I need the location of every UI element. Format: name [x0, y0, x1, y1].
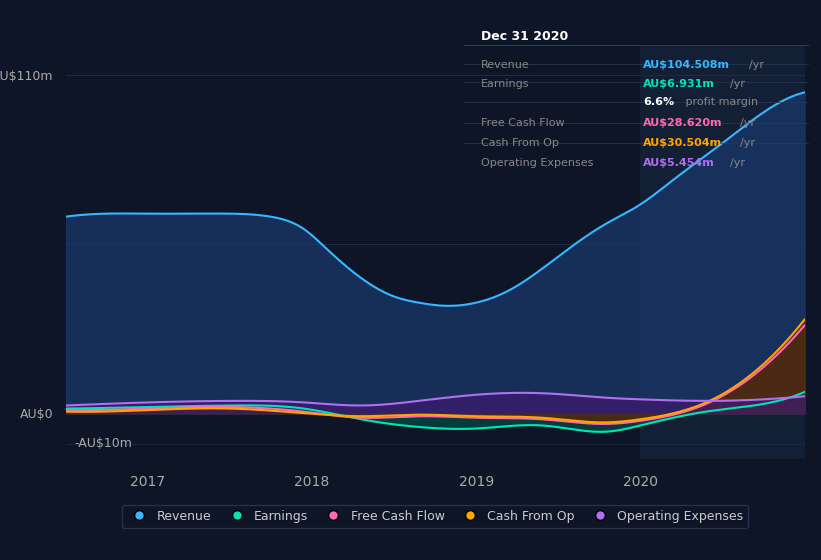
Text: AU$5.454m: AU$5.454m — [643, 158, 715, 168]
Text: Earnings: Earnings — [481, 79, 530, 89]
Text: AU$104.508m: AU$104.508m — [643, 60, 730, 71]
Legend: Revenue, Earnings, Free Cash Flow, Cash From Op, Operating Expenses: Revenue, Earnings, Free Cash Flow, Cash … — [122, 505, 749, 528]
Text: AU$30.504m: AU$30.504m — [643, 138, 722, 148]
Text: /yr: /yr — [740, 138, 754, 148]
Text: 6.6%: 6.6% — [643, 97, 674, 108]
Text: Dec 31 2020: Dec 31 2020 — [481, 30, 568, 43]
Text: Revenue: Revenue — [481, 60, 530, 71]
Text: Operating Expenses: Operating Expenses — [481, 158, 594, 168]
Text: AU$28.620m: AU$28.620m — [643, 118, 722, 128]
Bar — [640, 45, 805, 459]
Text: /yr: /yr — [750, 60, 764, 71]
Text: AU$6.931m: AU$6.931m — [643, 79, 715, 89]
Text: /yr: /yr — [730, 79, 745, 89]
Text: /yr: /yr — [740, 118, 754, 128]
Text: Cash From Op: Cash From Op — [481, 138, 559, 148]
Text: Free Cash Flow: Free Cash Flow — [481, 118, 565, 128]
Text: -AU$10m: -AU$10m — [74, 437, 131, 450]
Text: /yr: /yr — [730, 158, 745, 168]
Text: profit margin: profit margin — [681, 97, 758, 108]
